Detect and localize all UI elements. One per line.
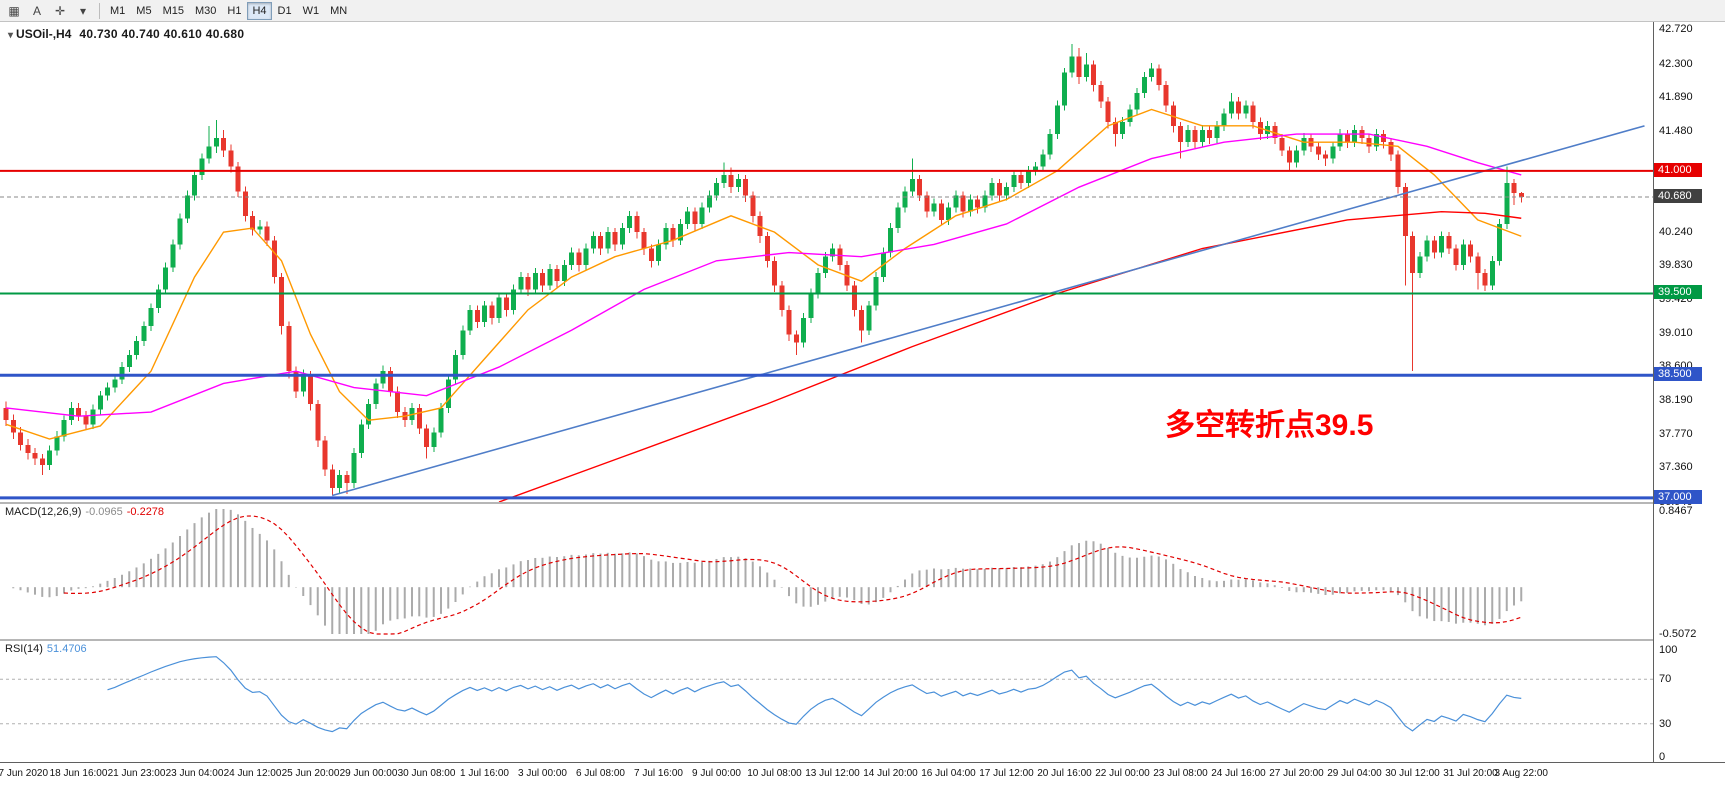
price-badge-37.000: 37.000 (1654, 489, 1702, 504)
time-label: 3 Aug 22:00 (1494, 768, 1548, 779)
price-tick: 41.890 (1659, 91, 1693, 104)
timeframe-button-h4[interactable]: H4 (247, 1, 272, 20)
time-label: 29 Jul 04:00 (1327, 768, 1382, 779)
price-tick: 37.360 (1659, 461, 1693, 474)
time-label: 6 Jul 08:00 (576, 768, 625, 779)
time-label: 31 Jul 20:00 (1443, 768, 1498, 779)
timeframe-button-m15[interactable]: M15 (162, 4, 184, 17)
price-tick: 40.240 (1659, 225, 1693, 238)
timeframe-button-w1[interactable]: W1 (302, 4, 320, 17)
timeframe-button-h1[interactable]: H1 (227, 4, 242, 17)
macd-histogram (12, 509, 1523, 634)
rsi-line (107, 656, 1522, 733)
chart-title: ▾ USOil-,H4 40.730 40.740 40.610 40.680 (8, 27, 244, 41)
timeframe-button-d1[interactable]: D1 (277, 4, 292, 17)
timeframe-button-m5[interactable]: M5 (136, 4, 152, 17)
time-label: 17 Jun 2020 (0, 768, 49, 779)
time-label: 20 Jul 16:00 (1037, 768, 1092, 779)
time-label: 24 Jul 16:00 (1211, 768, 1266, 779)
time-label: 14 Jul 20:00 (863, 768, 918, 779)
toolbar-separator (99, 2, 100, 19)
time-label: 1 Jul 16:00 (460, 768, 509, 779)
price-scale[interactable]: 42.72042.30041.89041.48040.24039.83039.4… (1653, 22, 1725, 763)
timeframe-button-m30[interactable]: M30 (194, 4, 217, 17)
time-label: 3 Jul 00:00 (518, 768, 567, 779)
rsi-scale-100: 100 (1659, 644, 1678, 656)
time-label: 17 Jul 12:00 (979, 768, 1034, 779)
time-label: 29 Jun 00:00 (339, 768, 398, 779)
rsi-scale-0: 0 (1659, 751, 1666, 763)
time-label: 7 Jul 16:00 (634, 768, 683, 779)
time-label: 27 Jul 20:00 (1269, 768, 1324, 779)
macd-main-value: -0.0965 (85, 506, 123, 518)
rsi-name: RSI(14) (5, 643, 43, 655)
macd-panel-divider[interactable] (0, 502, 1725, 504)
timeframe-button-m1[interactable]: M1 (110, 4, 126, 17)
macd-signal-value: -0.2278 (126, 506, 165, 518)
chart-ohlc-values: 40.730 40.740 40.610 40.680 (79, 27, 245, 41)
price-tick: 38.190 (1659, 393, 1693, 406)
time-label: 18 Jun 16:00 (49, 768, 108, 779)
annotation-text: 多空转折点39.5 (1165, 409, 1374, 442)
time-label: 30 Jun 08:00 (397, 768, 456, 779)
time-label: 30 Jul 12:00 (1385, 768, 1440, 779)
time-label: 24 Jun 12:00 (223, 768, 282, 779)
time-label: 13 Jul 12:00 (805, 768, 860, 779)
macd-scale-max: 0.8467 (1659, 505, 1693, 517)
charts-grid-icon-button[interactable]: ▦ (8, 3, 20, 18)
price-tick: 39.830 (1659, 259, 1693, 272)
time-label: 9 Jul 00:00 (692, 768, 741, 779)
timeframe-button-mn[interactable]: MN (330, 4, 348, 17)
macd-panel[interactable] (0, 504, 1653, 639)
ma-fast-line (5, 108, 1522, 440)
macd-scale-min: -0.5072 (1659, 628, 1697, 640)
chart-symbol-period: USOil-,H4 (16, 27, 72, 41)
symbol-dropdown-icon[interactable]: ▾ (8, 30, 14, 41)
templates-dropdown-icon-button[interactable]: ▾ (79, 3, 87, 18)
macd-name: MACD(12,26,9) (5, 506, 82, 518)
time-label: 10 Jul 08:00 (747, 768, 802, 779)
macd-signal-line (63, 515, 1522, 635)
price-badge-38.500: 38.500 (1654, 367, 1702, 382)
rsi-panel[interactable] (0, 641, 1653, 762)
price-tick: 42.720 (1659, 23, 1693, 36)
crosshair-icon-button[interactable]: ✛ (54, 3, 66, 18)
rsi-scale-30: 30 (1659, 717, 1672, 730)
cursor-icon-button[interactable]: A (32, 3, 41, 18)
trendline[interactable] (332, 125, 1645, 497)
time-label: 21 Jun 23:00 (107, 768, 166, 779)
rsi-label: RSI(14) 51.4706 (5, 643, 91, 655)
price-tick: 42.300 (1659, 57, 1693, 70)
price-chart[interactable] (0, 22, 1653, 502)
time-label: 23 Jul 08:00 (1153, 768, 1208, 779)
price-badge-39.500: 39.500 (1654, 285, 1702, 300)
time-label: 23 Jun 04:00 (165, 768, 224, 779)
rsi-scale-70: 70 (1659, 673, 1672, 686)
price-tick: 37.770 (1659, 427, 1693, 440)
price-tick: 39.010 (1659, 326, 1693, 339)
macd-label: MACD(12,26,9) -0.0965 -0.2278 (5, 506, 168, 518)
toolbar: ▦ A ✛ ▾ M1 M5 M15 M30 H1 H4 D1 W1 MN (0, 0, 1725, 22)
time-label: 22 Jul 00:00 (1095, 768, 1150, 779)
current-price-badge: 40.680 (1654, 188, 1702, 203)
price-badge-41.000: 41.000 (1654, 162, 1702, 177)
time-label: 16 Jul 04:00 (921, 768, 976, 779)
price-tick: 41.480 (1659, 124, 1693, 137)
rsi-value: 51.4706 (46, 643, 87, 655)
rsi-panel-divider[interactable] (0, 639, 1725, 641)
time-label: 25 Jun 20:00 (281, 768, 340, 779)
